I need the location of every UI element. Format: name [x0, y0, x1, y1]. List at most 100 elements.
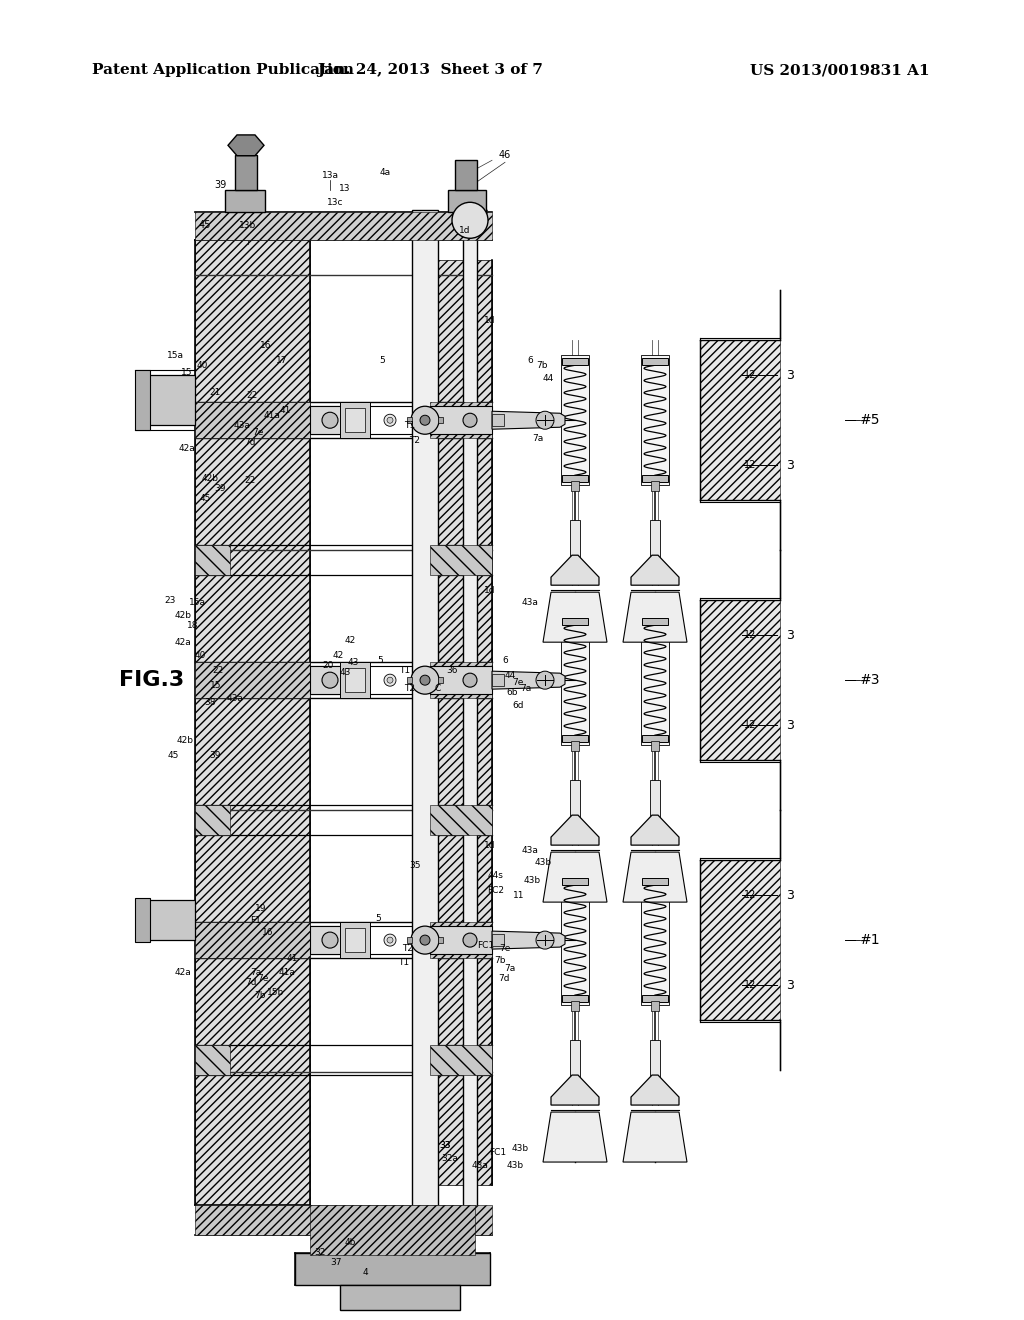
- Text: 16: 16: [260, 341, 271, 350]
- Text: FC1: FC1: [489, 1147, 507, 1156]
- Bar: [295, 1253, 490, 1284]
- Text: 44: 44: [505, 671, 516, 680]
- Text: 13c: 13c: [327, 198, 343, 207]
- Text: 13: 13: [339, 183, 351, 193]
- Text: 44: 44: [543, 374, 554, 383]
- Text: 18: 18: [187, 620, 199, 630]
- Text: 7e: 7e: [500, 944, 511, 953]
- Text: 43a: 43a: [521, 598, 539, 607]
- Polygon shape: [492, 412, 565, 429]
- Text: 1d: 1d: [459, 226, 471, 235]
- Circle shape: [536, 931, 554, 949]
- Text: T1: T1: [404, 421, 416, 430]
- Polygon shape: [623, 593, 687, 642]
- Bar: [561, 615, 589, 746]
- Text: 36: 36: [446, 665, 458, 675]
- Bar: [570, 520, 580, 560]
- Bar: [140, 900, 195, 940]
- Text: 45: 45: [199, 220, 211, 230]
- Circle shape: [384, 675, 396, 686]
- Text: 5: 5: [379, 356, 385, 364]
- Text: 42b: 42b: [176, 735, 194, 744]
- Bar: [140, 375, 195, 425]
- Text: 15b: 15b: [267, 987, 285, 997]
- Text: #5: #5: [860, 413, 881, 428]
- Text: 33: 33: [439, 1140, 451, 1150]
- Text: 39: 39: [209, 751, 221, 759]
- Bar: [234, 156, 257, 190]
- Bar: [438, 417, 443, 424]
- Text: 42a: 42a: [175, 968, 191, 977]
- Circle shape: [322, 932, 338, 948]
- Bar: [641, 355, 669, 486]
- Polygon shape: [551, 556, 599, 585]
- Bar: [430, 407, 492, 434]
- Text: 42: 42: [333, 651, 344, 660]
- Polygon shape: [631, 816, 679, 845]
- Bar: [195, 1205, 492, 1236]
- Text: 40: 40: [195, 651, 206, 660]
- Text: 12: 12: [743, 721, 756, 730]
- Bar: [430, 927, 492, 954]
- Circle shape: [387, 937, 393, 942]
- Text: 43a: 43a: [226, 694, 244, 702]
- Polygon shape: [631, 1074, 679, 1105]
- Text: FIG.3: FIG.3: [120, 671, 184, 690]
- Bar: [700, 341, 780, 500]
- Circle shape: [463, 933, 477, 946]
- Bar: [642, 995, 668, 1002]
- Bar: [561, 875, 589, 1005]
- Text: 7a: 7a: [251, 968, 261, 977]
- Text: 45: 45: [167, 751, 178, 759]
- Text: 3: 3: [786, 978, 794, 991]
- Text: 45: 45: [200, 494, 211, 503]
- Text: Jan. 24, 2013  Sheet 3 of 7: Jan. 24, 2013 Sheet 3 of 7: [317, 63, 543, 78]
- Circle shape: [463, 413, 477, 428]
- Text: 15a: 15a: [188, 598, 206, 607]
- Bar: [562, 995, 588, 1002]
- Bar: [195, 663, 310, 698]
- Polygon shape: [228, 135, 264, 156]
- Bar: [195, 403, 310, 438]
- Bar: [562, 358, 588, 366]
- Text: 3: 3: [786, 888, 794, 902]
- Bar: [430, 923, 492, 958]
- Bar: [407, 417, 412, 424]
- Bar: [195, 545, 230, 576]
- Polygon shape: [543, 853, 607, 902]
- Circle shape: [420, 416, 430, 425]
- Bar: [345, 408, 365, 432]
- Text: 7a: 7a: [505, 964, 516, 973]
- Text: 37: 37: [331, 1258, 342, 1266]
- Bar: [641, 615, 669, 746]
- Text: T2: T2: [410, 436, 421, 445]
- Text: FC1: FC1: [477, 941, 495, 949]
- Bar: [345, 668, 365, 692]
- Bar: [340, 663, 370, 698]
- Bar: [195, 923, 310, 958]
- Bar: [438, 677, 443, 684]
- Text: 46: 46: [499, 150, 511, 160]
- Text: 43a: 43a: [521, 846, 539, 854]
- Text: 4a: 4a: [380, 168, 390, 177]
- Text: 41a: 41a: [263, 411, 281, 420]
- Text: F1: F1: [251, 916, 261, 924]
- Bar: [562, 618, 588, 626]
- Text: T2: T2: [404, 684, 416, 693]
- Bar: [195, 1045, 230, 1074]
- Bar: [651, 741, 659, 751]
- Text: 38: 38: [204, 698, 216, 706]
- Text: 22: 22: [212, 665, 223, 675]
- Text: 7b: 7b: [495, 956, 506, 965]
- Circle shape: [452, 202, 488, 239]
- Polygon shape: [543, 593, 607, 642]
- Text: 7b: 7b: [254, 990, 266, 999]
- Circle shape: [384, 414, 396, 426]
- Text: 1d: 1d: [484, 315, 496, 325]
- Bar: [407, 677, 412, 684]
- Polygon shape: [623, 853, 687, 902]
- Bar: [650, 520, 660, 560]
- Text: 42b: 42b: [202, 474, 218, 483]
- Bar: [340, 403, 370, 438]
- Text: 7d: 7d: [499, 974, 510, 982]
